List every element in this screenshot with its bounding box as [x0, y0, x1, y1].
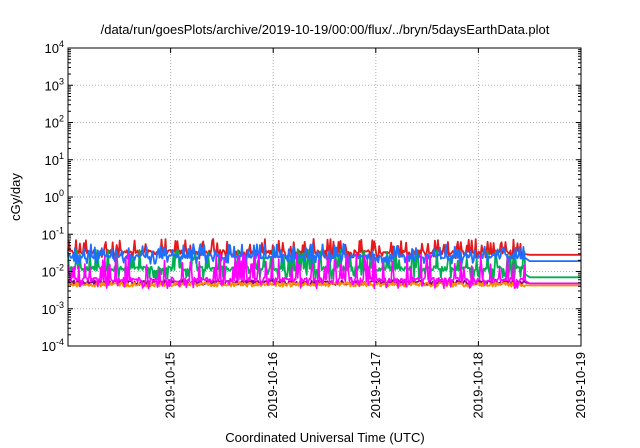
- x-tick-label: 2019-10-17: [368, 352, 383, 419]
- y-tick-label: 10-1: [42, 225, 64, 242]
- chart-title: /data/run/goesPlots/archive/2019-10-19/0…: [101, 22, 550, 37]
- x-tick-label: 2019-10-19: [573, 352, 588, 419]
- y-tick-label: 10-3: [42, 300, 64, 317]
- y-axis-label: cGy/day: [8, 173, 23, 221]
- series-line-3: [67, 243, 581, 265]
- y-tick-label: 10-4: [42, 337, 64, 354]
- series-line-2: [67, 248, 581, 281]
- series-line-6: [67, 253, 581, 290]
- plot-frame: [67, 47, 582, 347]
- y-tick-label: 100: [45, 188, 64, 205]
- grid: [68, 48, 582, 346]
- x-tick-label: 2019-10-16: [265, 352, 280, 419]
- y-tick-label: 104: [45, 39, 64, 56]
- y-tick-label: 102: [45, 114, 64, 131]
- x-tick-label: 2019-10-15: [163, 352, 178, 419]
- x-axis-label: Coordinated Universal Time (UTC): [225, 430, 424, 445]
- y-axis: 10-4 10-3 10-2 10-1 100 101 102 103 104: [42, 39, 581, 354]
- y-tick-label: 10-2: [42, 263, 64, 280]
- x-axis: 2019-10-15 2019-10-16 2019-10-17 2019-10-18…: [163, 48, 588, 419]
- series-layer: [67, 238, 581, 290]
- y-tick-label: 103: [45, 76, 64, 93]
- x-tick-label: 2019-10-18: [470, 352, 485, 419]
- y-tick-label: 101: [45, 151, 64, 168]
